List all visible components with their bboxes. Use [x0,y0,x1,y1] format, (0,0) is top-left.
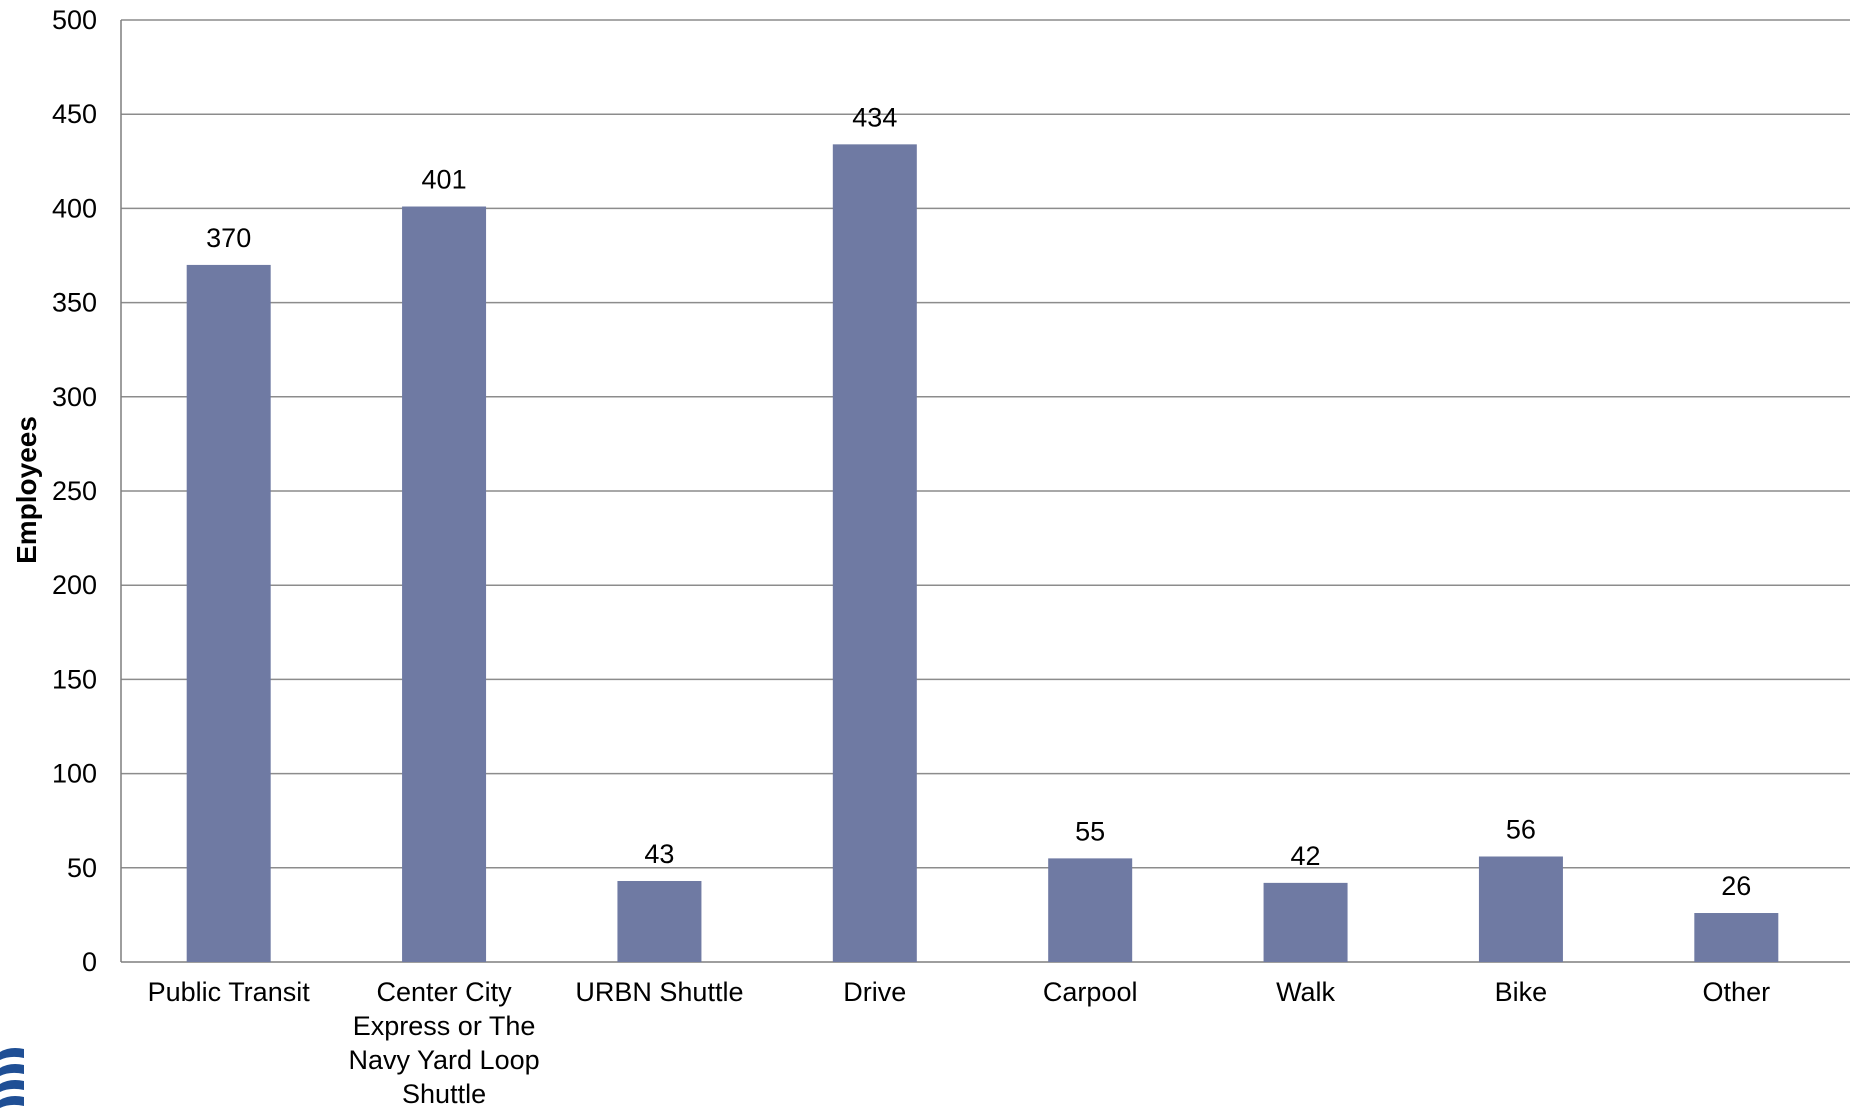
bar [1694,913,1779,962]
x-tick-label: Public Transit [148,977,311,1007]
y-tick-label: 0 [82,947,97,977]
y-tick-label: 50 [67,853,97,883]
logo-icon [0,1048,24,1108]
y-tick-label: 300 [52,382,97,412]
y-tick-label: 250 [52,476,97,506]
data-label: 55 [1075,816,1105,846]
logo-stripe [0,1064,24,1076]
y-tick-label: 350 [52,288,97,318]
bar [186,264,271,962]
x-tick-label: Carpool [1043,977,1138,1007]
y-tick-label: 450 [52,99,97,129]
y-tick-label: 500 [52,5,97,35]
x-tick-label: Bike [1495,977,1548,1007]
data-label: 401 [422,165,467,195]
logo-stripe [0,1048,24,1060]
y-tick-label: 100 [52,759,97,789]
data-label: 26 [1721,871,1751,901]
bar [1478,856,1563,962]
logo-stripe [0,1080,24,1092]
data-label: 43 [644,839,674,869]
x-tick-label: Drive [843,977,906,1007]
data-label: 434 [852,102,897,132]
bar [617,880,702,962]
bars [186,144,1779,963]
y-tick-label: 200 [52,570,97,600]
x-tick-label: URBN Shuttle [575,977,743,1007]
logo-stripe [0,1096,24,1108]
data-labels: 370 401 43 434 55 42 56 26 [206,102,1751,901]
data-label: 42 [1291,841,1321,871]
bar [1048,858,1133,962]
bar [1263,882,1348,962]
x-tick-label: Walk [1276,977,1335,1007]
bar [402,206,487,963]
y-tick-label: 400 [52,193,97,223]
x-tick-label: Other [1703,977,1771,1007]
bar [832,144,917,962]
y-tick-label: 150 [52,664,97,694]
y-axis-title: Employees [11,416,42,564]
gridlines [121,19,1850,869]
x-tick-label: Center City Express or The Navy Yard Loop S… [349,977,540,1109]
tick-labels: 0 50 100 150 200 250 300 350 400 450 500 Public Tra… [52,5,1770,1109]
data-label: 56 [1506,814,1536,844]
data-label: 370 [206,223,251,253]
